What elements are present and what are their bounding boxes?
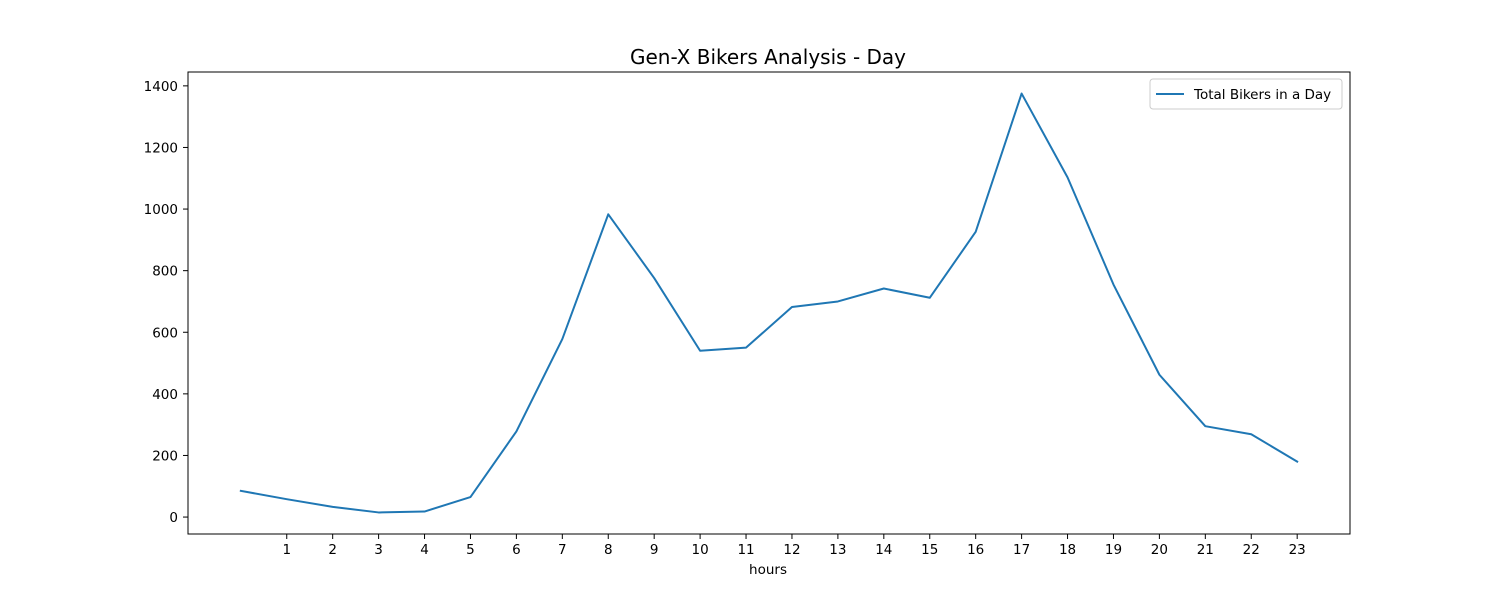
y-tick-label: 800 bbox=[152, 264, 178, 280]
x-axis-label: hours bbox=[749, 562, 787, 578]
y-tick-label: 400 bbox=[152, 387, 178, 403]
y-tick-label: 600 bbox=[152, 325, 178, 341]
y-tick-label: 1200 bbox=[144, 140, 178, 156]
y-tick-label: 1400 bbox=[144, 79, 178, 95]
x-tick-label: 9 bbox=[650, 542, 659, 558]
x-tick-label: 3 bbox=[374, 542, 383, 558]
x-tick-label: 20 bbox=[1151, 542, 1168, 558]
x-tick-label: 8 bbox=[604, 542, 613, 558]
x-tick-label: 21 bbox=[1197, 542, 1214, 558]
x-tick-label: 2 bbox=[328, 542, 337, 558]
x-tick-label: 15 bbox=[921, 542, 938, 558]
x-tick-label: 17 bbox=[1013, 542, 1030, 558]
x-tick-label: 7 bbox=[558, 542, 567, 558]
series-line bbox=[239, 92, 1299, 514]
y-tick-label: 0 bbox=[169, 510, 178, 526]
x-tick-label: 6 bbox=[512, 542, 521, 558]
legend-label: Total Bikers in a Day bbox=[1193, 87, 1331, 103]
y-tick-label: 200 bbox=[152, 448, 178, 464]
legend: Total Bikers in a Day bbox=[1149, 78, 1343, 110]
x-tick-label: 12 bbox=[783, 542, 800, 558]
plot-area-frame bbox=[187, 71, 1351, 535]
y-axis-ticks: 0 200 400 600 800 1000 1200 1400 bbox=[144, 79, 188, 526]
x-tick-label: 23 bbox=[1289, 542, 1306, 558]
x-axis-ticks: 1 2 3 4 5 6 7 8 9 10 11 12 13 14 15 16 17 18 19 20 21 22 23 bbox=[282, 534, 1306, 558]
x-tick-label: 18 bbox=[1059, 542, 1076, 558]
x-tick-label: 10 bbox=[692, 542, 709, 558]
x-tick-label: 11 bbox=[737, 542, 754, 558]
legend-box bbox=[1149, 78, 1343, 110]
x-tick-label: 1 bbox=[282, 542, 291, 558]
x-tick-label: 13 bbox=[829, 542, 846, 558]
x-tick-label: 22 bbox=[1243, 542, 1260, 558]
x-tick-label: 5 bbox=[466, 542, 475, 558]
x-tick-label: 4 bbox=[420, 542, 429, 558]
series-group bbox=[239, 92, 1299, 514]
chart-title: Gen-X Bikers Analysis - Day bbox=[630, 45, 906, 69]
x-tick-label: 16 bbox=[967, 542, 984, 558]
y-tick-label: 1000 bbox=[144, 202, 178, 218]
x-tick-label: 19 bbox=[1105, 542, 1122, 558]
x-tick-label: 14 bbox=[875, 542, 892, 558]
